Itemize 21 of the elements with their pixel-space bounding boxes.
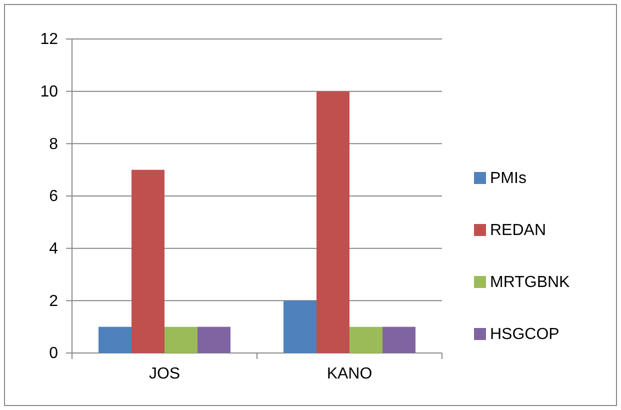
x-tick-label: JOS — [148, 365, 180, 382]
y-tick-label: 8 — [49, 136, 58, 153]
legend-label: MRTGBNK — [490, 274, 570, 291]
y-tick-label: 2 — [49, 292, 58, 310]
y-tick-label: 12 — [40, 31, 58, 48]
y-tick-label: 10 — [40, 83, 58, 100]
x-tick-label: KANO — [326, 365, 372, 382]
bar — [350, 326, 382, 353]
bar — [98, 326, 132, 353]
y-tick-label: 0 — [49, 345, 58, 362]
y-tick-label: 6 — [49, 188, 58, 206]
bar — [284, 300, 316, 353]
legend-label: PMIs — [490, 170, 526, 187]
bar — [382, 326, 416, 353]
legend-label: REDAN — [490, 222, 546, 239]
bar — [164, 326, 198, 353]
bar — [316, 91, 350, 353]
y-tick-label: 4 — [49, 240, 58, 258]
legend-label: HSGCOP — [490, 326, 560, 343]
bar — [198, 326, 230, 353]
bar — [132, 170, 164, 353]
